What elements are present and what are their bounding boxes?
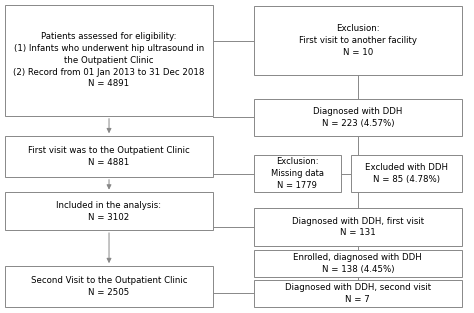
- Text: Exclusion:
Missing data
N = 1779: Exclusion: Missing data N = 1779: [271, 157, 324, 190]
- Text: Enrolled, diagnosed with DDH
N = 138 (4.45%): Enrolled, diagnosed with DDH N = 138 (4.…: [293, 253, 422, 274]
- Text: Second Visit to the Outpatient Clinic
N = 2505: Second Visit to the Outpatient Clinic N …: [31, 276, 187, 297]
- FancyBboxPatch shape: [5, 192, 213, 230]
- FancyBboxPatch shape: [254, 208, 462, 246]
- FancyBboxPatch shape: [254, 6, 462, 75]
- FancyBboxPatch shape: [254, 250, 462, 277]
- FancyBboxPatch shape: [254, 280, 462, 307]
- Text: Diagnosed with DDH, second visit
N = 7: Diagnosed with DDH, second visit N = 7: [285, 283, 431, 304]
- Text: Diagnosed with DDH, first visit
N = 131: Diagnosed with DDH, first visit N = 131: [292, 217, 424, 237]
- Text: Excluded with DDH
N = 85 (4.78%): Excluded with DDH N = 85 (4.78%): [365, 163, 448, 184]
- Text: Included in the analysis:
N = 3102: Included in the analysis: N = 3102: [56, 201, 162, 222]
- FancyBboxPatch shape: [5, 136, 213, 177]
- FancyBboxPatch shape: [5, 5, 213, 116]
- Text: Diagnosed with DDH
N = 223 (4.57%): Diagnosed with DDH N = 223 (4.57%): [313, 107, 402, 128]
- FancyBboxPatch shape: [351, 155, 462, 192]
- Text: First visit was to the Outpatient Clinic
N = 4881: First visit was to the Outpatient Clinic…: [28, 146, 190, 167]
- Text: Patients assessed for eligibility:
(1) Infants who underwent hip ultrasound in
t: Patients assessed for eligibility: (1) I…: [13, 32, 205, 88]
- FancyBboxPatch shape: [254, 155, 341, 192]
- FancyBboxPatch shape: [5, 266, 213, 307]
- FancyBboxPatch shape: [254, 99, 462, 136]
- Text: Exclusion:
First visit to another facility
N = 10: Exclusion: First visit to another facili…: [299, 24, 417, 57]
